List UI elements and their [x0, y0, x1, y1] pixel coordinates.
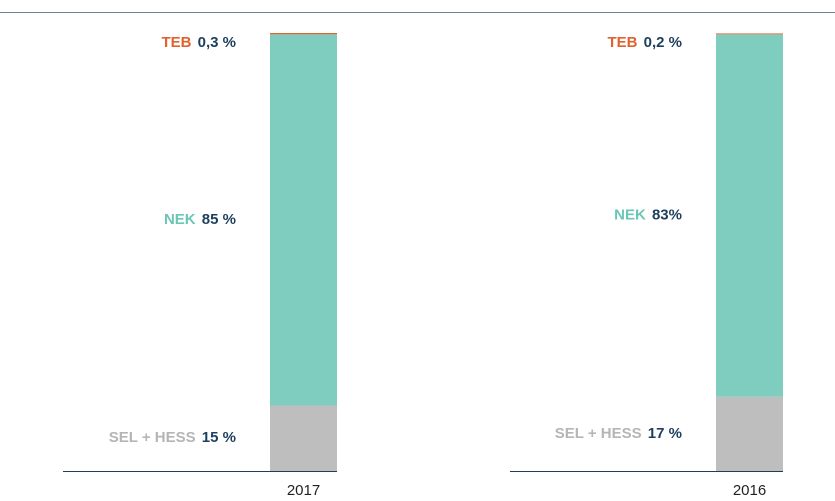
segment-label: SEL + HESS 17 % [555, 425, 682, 442]
bar-segment [716, 33, 783, 35]
value-label: 15 % [202, 429, 236, 446]
bar-segment [270, 405, 337, 471]
value-label: 17 % [648, 425, 682, 442]
x-tick-label: 2016 [733, 482, 766, 499]
series-name: NEK [614, 207, 646, 224]
segment-label: TEB 0,3 % [161, 34, 236, 51]
bar-segment [716, 34, 783, 397]
bar-segment [270, 34, 337, 406]
bar-segment [270, 33, 337, 35]
series-name: SEL + HESS [109, 429, 196, 446]
bar-segment [716, 396, 783, 471]
value-label: 85 % [202, 211, 236, 228]
x-tick-label: 2017 [287, 482, 320, 499]
segment-label: NEK 85 % [164, 211, 236, 228]
series-name: TEB [607, 34, 637, 51]
series-name: NEK [164, 211, 196, 228]
series-name: SEL + HESS [555, 425, 642, 442]
value-label: 83% [652, 207, 682, 224]
segment-label: TEB 0,2 % [607, 34, 682, 51]
segment-label: NEK 83% [614, 207, 682, 224]
value-label: 0,2 % [644, 34, 682, 51]
series-name: TEB [161, 34, 191, 51]
value-label: 0,3 % [198, 34, 236, 51]
segment-label: SEL + HESS 15 % [109, 429, 236, 446]
